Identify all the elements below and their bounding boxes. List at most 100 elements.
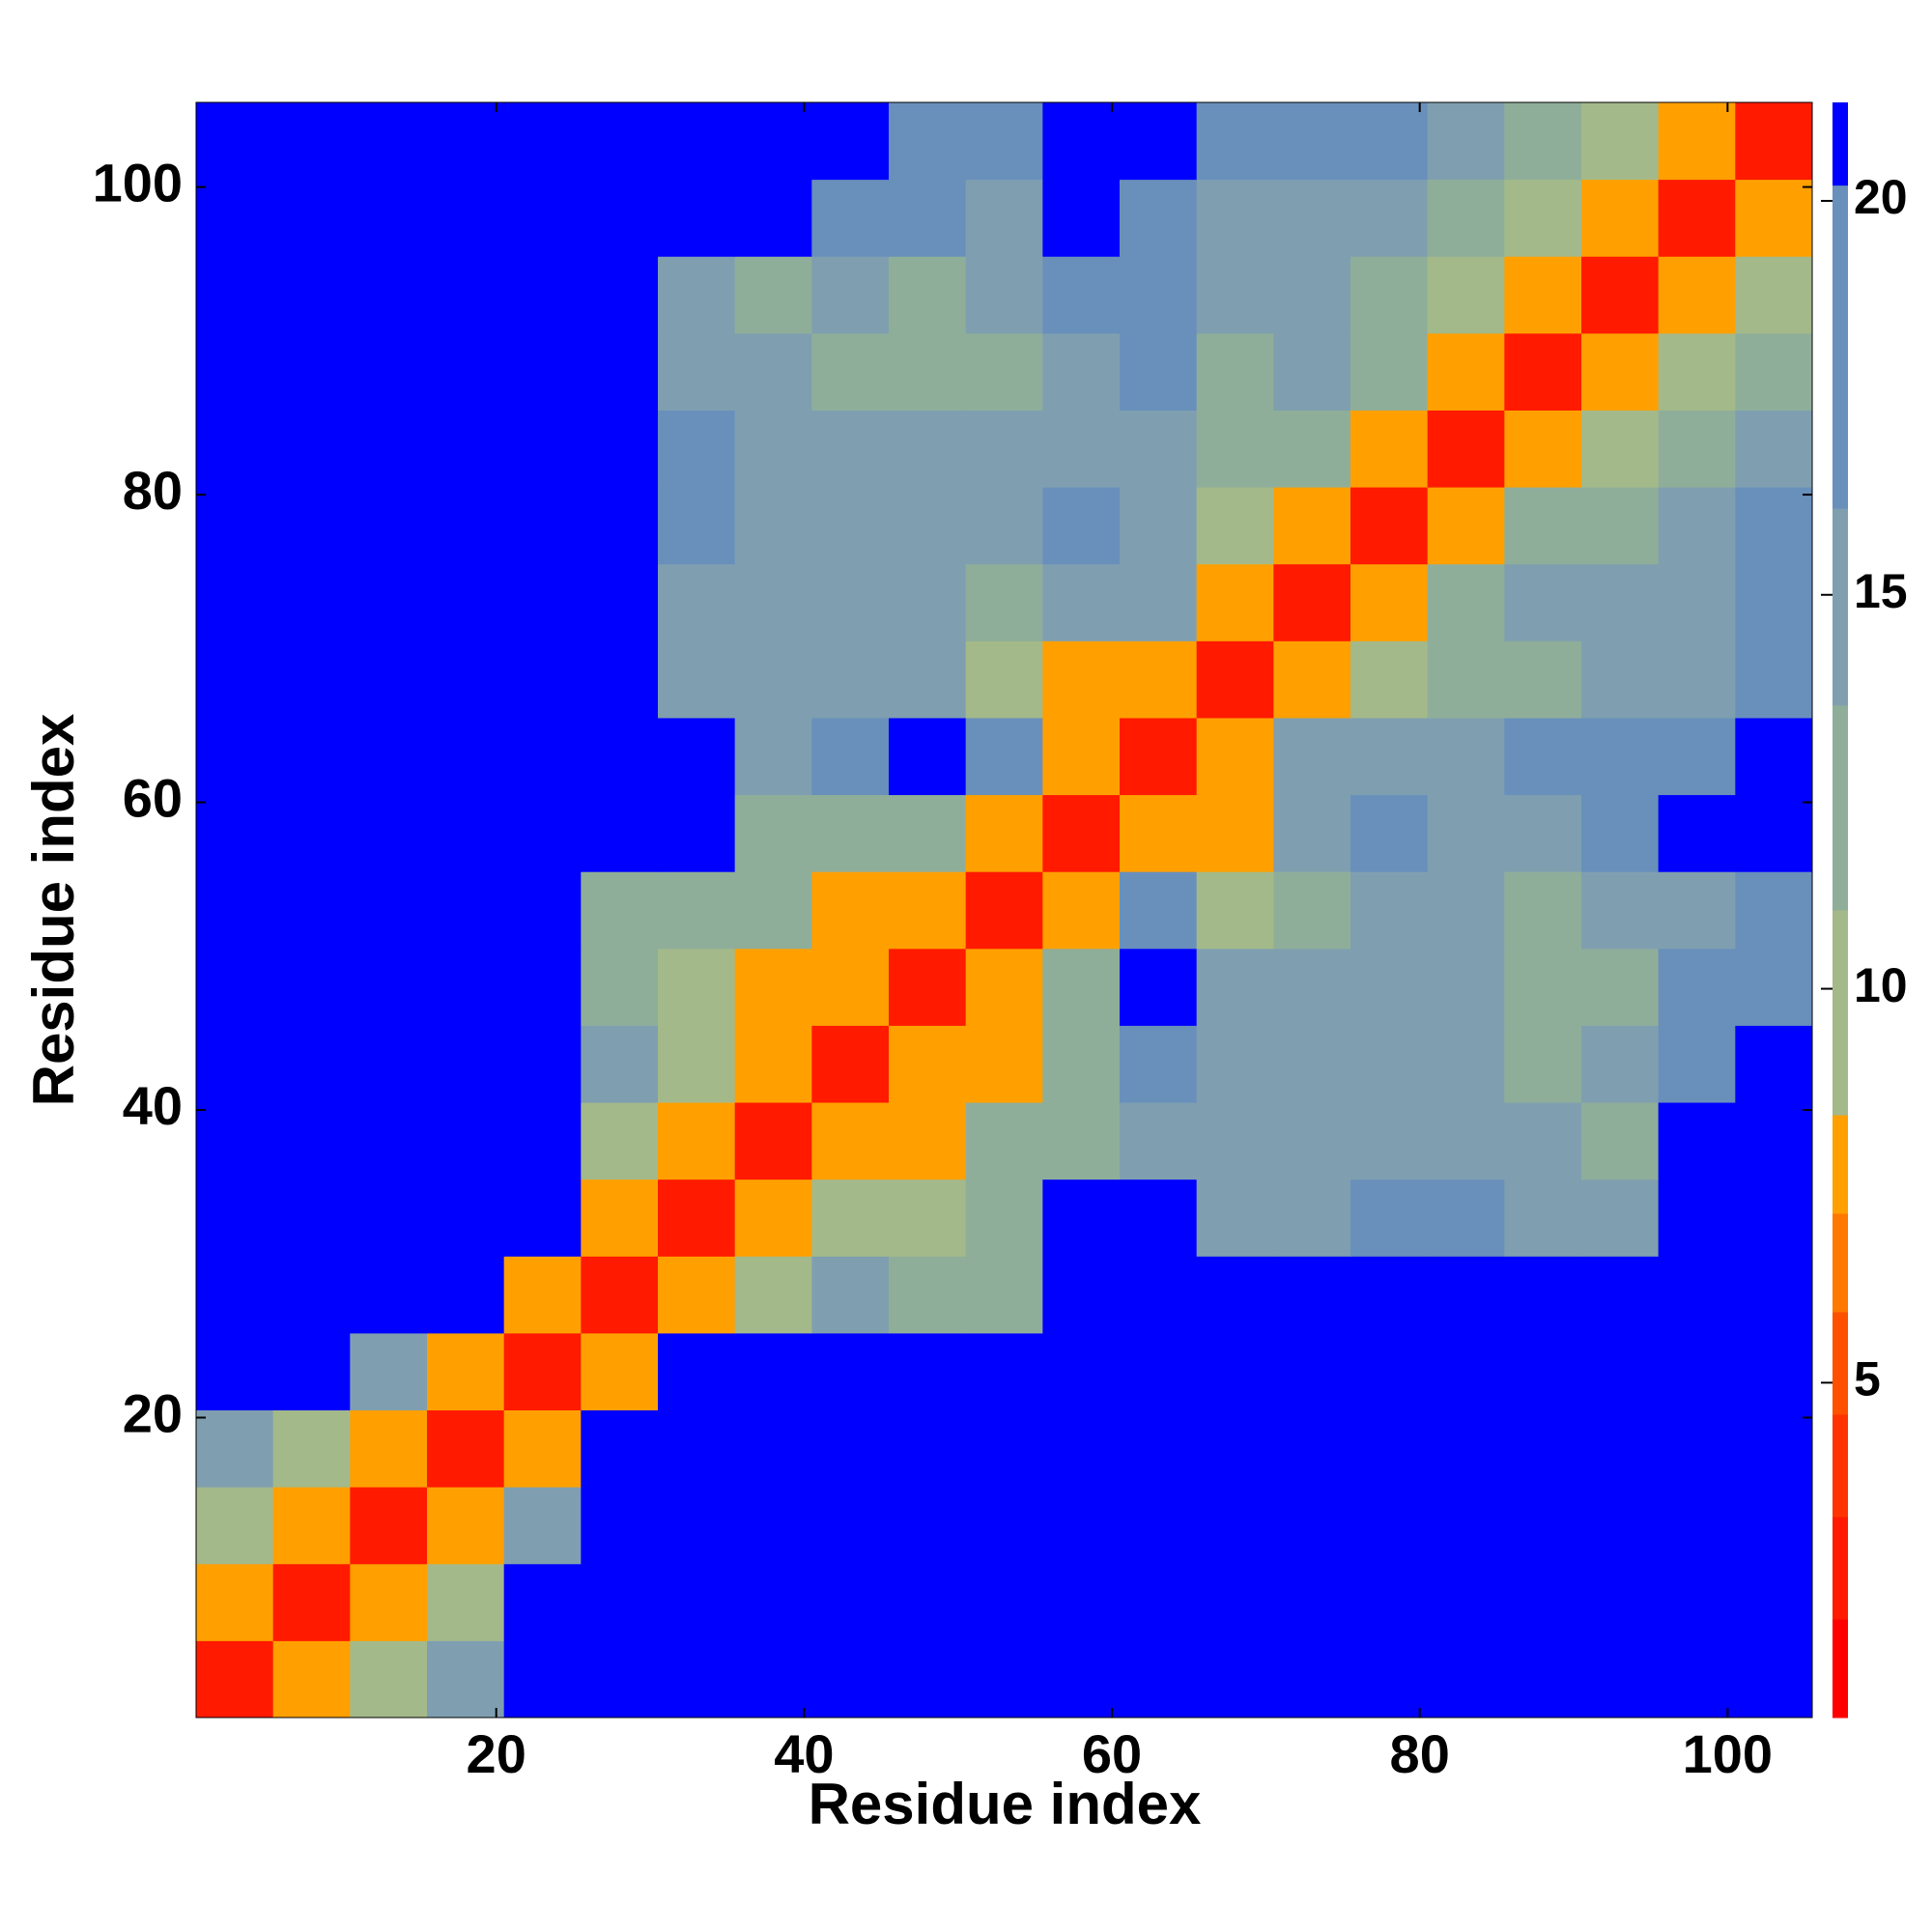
heatmap-cell: [1658, 871, 1736, 950]
heatmap-cell: [965, 1025, 1043, 1103]
heatmap-cell: [889, 256, 967, 334]
heatmap-cell: [581, 717, 659, 796]
heatmap-cell: [734, 1640, 812, 1719]
heatmap-cell: [350, 1179, 428, 1257]
heatmap-cell: [1735, 1179, 1813, 1257]
heatmap-cell: [272, 1025, 351, 1103]
heatmap-cell: [1042, 794, 1121, 872]
heatmap-cell: [658, 1332, 736, 1411]
colorbar-segment: [1833, 704, 1848, 911]
heatmap-cell: [350, 640, 428, 719]
heatmap-cell: [350, 1409, 428, 1488]
heatmap-cell: [350, 1332, 428, 1411]
heatmap-cell: [734, 179, 812, 257]
heatmap-cell: [1735, 487, 1813, 565]
heatmap-cell: [811, 487, 890, 565]
heatmap-cell: [1273, 1409, 1351, 1488]
heatmap-cell: [1350, 640, 1429, 719]
heatmap-cell: [889, 563, 967, 641]
heatmap-cell: [658, 717, 736, 796]
y-axis-label: Residue index: [21, 714, 86, 1107]
heatmap-cell: [1273, 1563, 1351, 1641]
heatmap-cell: [811, 871, 890, 950]
heatmap-cell: [1196, 1256, 1274, 1334]
heatmap-cell: [581, 1409, 659, 1488]
heatmap-cell: [427, 871, 505, 950]
heatmap-cell: [1504, 640, 1582, 719]
heatmap-cell: [658, 794, 736, 872]
heatmap-cell: [965, 256, 1043, 334]
heatmap-cell: [350, 410, 428, 488]
heatmap-cell: [427, 256, 505, 334]
heatmap-cell: [811, 1332, 890, 1411]
heatmap-cell: [1273, 179, 1351, 257]
heatmap-cell: [658, 256, 736, 334]
heatmap-cell: [965, 1332, 1043, 1411]
heatmap-cell: [811, 332, 890, 411]
heatmap-cell: [1735, 1256, 1813, 1334]
heatmap-cell: [658, 563, 736, 641]
heatmap-cell: [965, 1487, 1043, 1565]
heatmap-cell: [503, 871, 582, 950]
heatmap-cell: [734, 1025, 812, 1103]
heatmap-cell: [1120, 1179, 1198, 1257]
heatmap-cell: [503, 794, 582, 872]
heatmap-cell: [350, 563, 428, 641]
colorbar-tick-label: 5: [1854, 1352, 1881, 1406]
heatmap-cell: [581, 1332, 659, 1411]
colorbar-tick-label: 15: [1854, 564, 1908, 618]
heatmap-cell: [965, 1640, 1043, 1719]
heatmap-cell: [503, 1332, 582, 1411]
heatmap-cell: [965, 640, 1043, 719]
y-tick-label: 20: [123, 1382, 183, 1443]
heatmap-cell: [1196, 102, 1274, 181]
heatmap-cell: [1120, 717, 1198, 796]
heatmap-cell: [811, 640, 890, 719]
heatmap-cell: [1042, 640, 1121, 719]
heatmap-cell: [965, 102, 1043, 181]
heatmap-cell: [965, 1102, 1043, 1180]
heatmap-cell: [1273, 563, 1351, 641]
heatmap-cell: [1350, 1179, 1429, 1257]
heatmap-cell: [1581, 563, 1660, 641]
heatmap-cell: [1350, 871, 1429, 950]
heatmap-cell: [1196, 717, 1274, 796]
heatmap-cell: [1735, 640, 1813, 719]
heatmap-cell: [1504, 1025, 1582, 1103]
heatmap-cell: [1042, 1179, 1121, 1257]
heatmap-cell: [272, 410, 351, 488]
heatmap-cell: [503, 256, 582, 334]
heatmap-cell: [734, 1409, 812, 1488]
heatmap-cell: [350, 717, 428, 796]
heatmap-cell: [889, 102, 967, 181]
heatmap-cell: [581, 1487, 659, 1565]
heatmap-cell: [581, 1179, 659, 1257]
heatmap-cell: [1196, 563, 1274, 641]
heatmap-cell: [734, 948, 812, 1026]
heatmap-cell: [658, 948, 736, 1026]
colorbar-segment: [1833, 102, 1848, 186]
heatmap-cell: [811, 1487, 890, 1565]
heatmap-cell: [1581, 1640, 1660, 1719]
heatmap-cell: [1427, 487, 1505, 565]
heatmap-cell: [1120, 563, 1198, 641]
heatmap-cell: [350, 487, 428, 565]
heatmap-cell: [1350, 1025, 1429, 1103]
heatmap-cell: [1427, 1102, 1505, 1180]
heatmap-cell: [1350, 1256, 1429, 1334]
heatmap-cell: [1658, 717, 1736, 796]
heatmap-cell: [196, 1102, 274, 1180]
heatmap-cell: [1504, 1640, 1582, 1719]
heatmap-cell: [734, 794, 812, 872]
heatmap-cell: [1504, 1409, 1582, 1488]
heatmap-cell: [1120, 1487, 1198, 1565]
heatmap-cell: [658, 487, 736, 565]
heatmap-cell: [503, 563, 582, 641]
heatmap-cell: [1427, 794, 1505, 872]
heatmap-cell: [196, 1563, 274, 1641]
heatmap-cell: [272, 563, 351, 641]
heatmap-cell: [427, 102, 505, 181]
heatmap-cell: [1196, 1487, 1274, 1565]
heatmap-cell: [1504, 1563, 1582, 1641]
heatmap-cell: [1350, 1640, 1429, 1719]
